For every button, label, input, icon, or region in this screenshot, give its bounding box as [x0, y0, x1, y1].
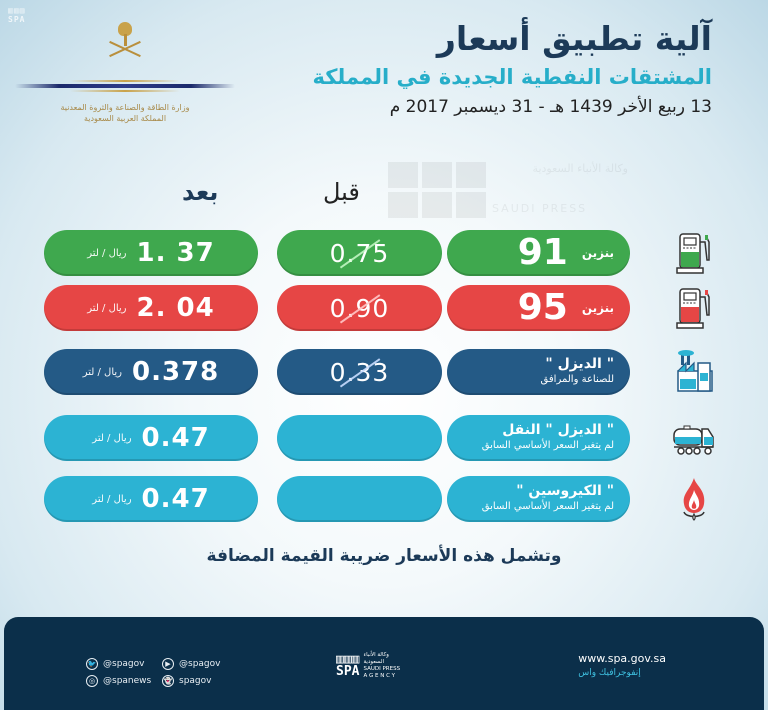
press-watermark: وكالة الأنباء السعودية SAUDI PRESS	[388, 162, 628, 218]
ministry-name: وزارة الطاقة والصناعة والثروة المعدنية	[60, 103, 190, 112]
product-name: بنزين	[581, 301, 614, 315]
factory-icon	[677, 350, 713, 392]
price-row-diesel-transport: ريال / لتر 0.47 " الديزل " النقل لم يتغي…	[0, 415, 768, 461]
after-price-pill: ريال / لتر 0.47	[44, 476, 258, 522]
price-row-gasoline-91: ريال / لتر 1. 37 0.75 بنزين 91	[0, 230, 768, 276]
product-name: " الديزل "	[545, 356, 614, 372]
social-instagram[interactable]: ◎ @spanews	[86, 672, 151, 689]
before-price-pill: 0.75	[277, 230, 442, 276]
product-label-pill: " الديزل " النقل لم يتغير السعر الأساسي …	[447, 415, 630, 461]
social-twitter[interactable]: 🐦 @spagov	[86, 657, 145, 670]
octane-grade: 91	[517, 232, 568, 273]
product-label-pill: بنزين 95	[447, 285, 630, 331]
website-subtitle: إنفوجرافيك واس	[578, 668, 641, 678]
unit-label: ريال / لتر	[87, 247, 127, 259]
effective-date: 13 ربيع الأخر 1439 هـ - 31 ديسمبر 2017 م	[389, 97, 712, 117]
product-label-pill: " الديزل " للصناعة والمرافق	[447, 349, 630, 395]
website-block: www.spa.gov.sa إنفوجرافيك واس	[578, 652, 666, 678]
price-row-diesel-industrial: ريال / لتر 0.378 0.33 " الديزل " للصناعة…	[0, 349, 768, 395]
kingdom-name: المملكة العربية السعودية	[83, 114, 167, 123]
price-row-kerosene: ريال / لتر 0.47 " الكيروسين " لم يتغير ا…	[0, 476, 768, 522]
price-row-gasoline-95: ريال / لتر 2. 04 0.90 بنزين 95	[0, 285, 768, 331]
product-note: لم يتغير السعر الأساسي السابق	[481, 501, 614, 512]
octane-grade: 95	[517, 287, 568, 328]
before-price: 0.33	[330, 358, 390, 388]
product-name: بنزين	[581, 246, 614, 260]
unit-label: ريال / لتر	[82, 366, 122, 378]
flame-icon	[683, 478, 705, 521]
after-price-pill: ريال / لتر 0.47	[44, 415, 258, 461]
after-price: 1. 37	[136, 238, 215, 268]
product-label-pill: " الكيروسين " لم يتغير السعر الأساسي الس…	[447, 476, 630, 522]
social-youtube[interactable]: ▶ @spagov	[162, 655, 220, 672]
twitter-icon: 🐦	[86, 657, 98, 670]
unit-label: ريال / لتر	[92, 493, 132, 505]
after-price: 0.378	[131, 357, 220, 387]
after-price-pill: ريال / لتر 1. 37	[44, 230, 258, 276]
footer: 🐦 @spagov ◎ @spanews ▶ @spagov 👻 spagov …	[4, 617, 764, 710]
product-name: " الديزل " النقل	[502, 422, 614, 438]
spa-watermark-logo: ▥▥▥ SPA	[8, 6, 26, 24]
after-price-pill: ريال / لتر 0.378	[44, 349, 258, 395]
after-price: 0.47	[141, 484, 210, 514]
vat-note: وتشمل هذه الأسعار ضريبة القيمة المضافة	[206, 546, 562, 566]
website-link[interactable]: www.spa.gov.sa	[578, 652, 666, 665]
youtube-icon: ▶	[162, 657, 174, 670]
social-links-col2: ▶ @spagov 👻 spagov	[162, 655, 220, 689]
before-price-pill-empty	[277, 415, 442, 461]
ministry-logo: وزارة الطاقة والصناعة والثروة المعدنية ا…	[14, 18, 236, 123]
before-price-pill: 0.33	[277, 349, 442, 395]
instagram-icon: ◎	[86, 674, 98, 687]
unit-label: ريال / لتر	[92, 432, 132, 444]
before-price: 0.90	[330, 294, 390, 324]
column-header-before: قبل	[323, 178, 360, 206]
fuel-pump-red-icon	[676, 288, 710, 329]
product-note: للصناعة والمرافق	[540, 374, 614, 385]
fuel-pump-green-icon	[676, 233, 710, 274]
after-price-pill: ريال / لتر 2. 04	[44, 285, 258, 331]
product-name: " الكيروسين "	[516, 483, 614, 499]
spa-logo: ▥▥▥ SPA وكالة الأنباء السعودية SAUDI PRES…	[336, 652, 401, 679]
unit-label: ريال / لتر	[87, 302, 127, 314]
after-price: 0.47	[141, 423, 210, 453]
page-subtitle: المشتقات النفطية الجديدة في المملكة	[312, 65, 712, 89]
spa-logo-mark: ▥▥▥ SPA	[336, 652, 360, 679]
saudi-emblem-icon	[14, 18, 236, 66]
tanker-truck-icon	[673, 425, 714, 455]
header: آلية تطبيق أسعار المشتقات النفطية الجديد…	[232, 18, 712, 120]
before-price-pill: 0.90	[277, 285, 442, 331]
product-note: لم يتغير السعر الأساسي السابق	[481, 440, 614, 451]
product-label-pill: بنزين 91	[447, 230, 630, 276]
column-header-after: بعد	[182, 178, 219, 206]
page-title: آلية تطبيق أسعار	[436, 19, 712, 58]
after-price: 2. 04	[136, 293, 215, 323]
social-links-col1: 🐦 @spagov ◎ @spanews	[86, 655, 151, 689]
social-snapchat[interactable]: 👻 spagov	[162, 674, 212, 687]
before-price: 0.75	[330, 239, 390, 269]
snapchat-icon: 👻	[162, 674, 174, 687]
before-price-pill-empty	[277, 476, 442, 522]
